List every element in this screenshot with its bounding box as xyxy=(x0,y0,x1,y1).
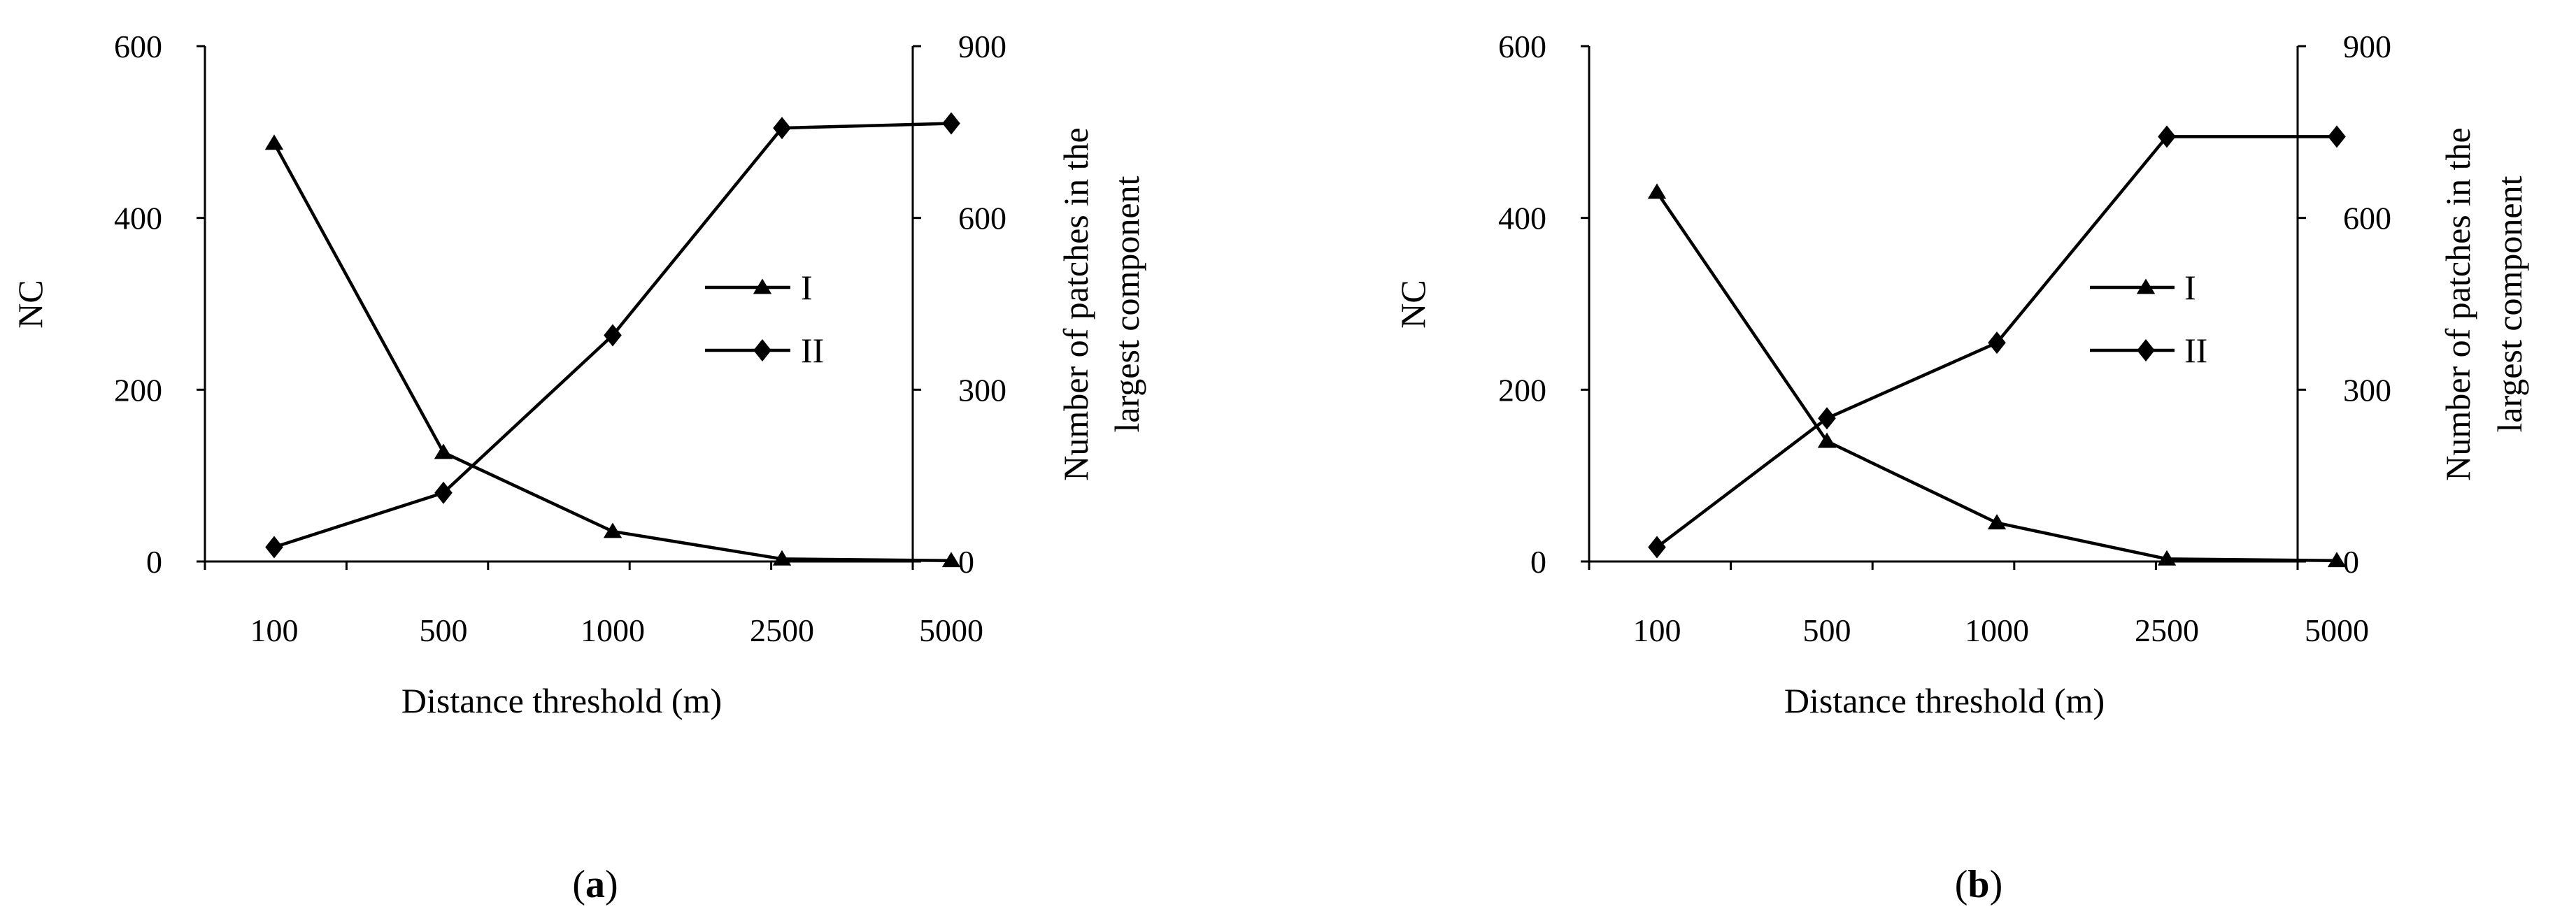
right-y-tick-label: 0 xyxy=(2343,544,2359,580)
right-y-tick-label: 900 xyxy=(2343,29,2391,64)
chart-panel-a: 0 200 400 600 0 300 600 900 100 500 1000 2500 5000 Di… xyxy=(10,29,1146,906)
series-II-point xyxy=(2328,125,2346,148)
panel-caption-letter: b xyxy=(1967,863,1989,906)
right-y-tick-label: 0 xyxy=(958,544,974,580)
legend-label-II: II xyxy=(801,331,824,370)
left-y-tick-label: 600 xyxy=(1498,29,1546,64)
x-tick-label: 2500 xyxy=(2135,613,2199,648)
right-y-axis-title-line2: largest component xyxy=(2490,176,2529,432)
left-y-tick-label: 0 xyxy=(1530,544,1546,580)
legend-label-I: I xyxy=(801,268,813,307)
x-tick-label: 2500 xyxy=(750,613,814,648)
series-II xyxy=(265,112,960,559)
legend-label-II: II xyxy=(2184,331,2207,370)
x-tick-label: 5000 xyxy=(919,613,983,648)
series-II-point xyxy=(1818,407,1836,430)
panel-caption: (b) xyxy=(1955,863,2002,906)
series-I-line xyxy=(273,142,952,563)
x-tick-label: 1000 xyxy=(1965,613,2029,648)
right-y-axis-title-line1: Number of patches in the xyxy=(1056,127,1095,480)
right-y-tick-label: 300 xyxy=(2343,372,2391,408)
series-II-point xyxy=(434,481,453,504)
series-II-point xyxy=(942,112,960,135)
series-I-line xyxy=(1656,191,2337,563)
x-tick-label: 5000 xyxy=(2305,613,2369,648)
series-II xyxy=(1648,125,2346,559)
legend-marker-II xyxy=(2137,339,2155,362)
left-y-tick-label: 200 xyxy=(1498,372,1546,408)
series-I-point xyxy=(2157,550,2177,566)
panel-caption-letter: a xyxy=(585,863,605,906)
series-II-point xyxy=(773,117,791,140)
series-I xyxy=(1647,183,2347,568)
left-y-tick-label: 200 xyxy=(114,372,162,408)
right-y-tick-label: 900 xyxy=(958,29,1006,64)
series-I-point xyxy=(941,552,961,568)
legend-marker-I xyxy=(2136,278,2156,294)
left-y-axis-title: NC xyxy=(10,280,50,328)
right-y-tick-label: 600 xyxy=(2343,201,2391,236)
left-y-tick-label: 0 xyxy=(146,544,162,580)
legend: III xyxy=(2090,268,2207,370)
series-II-point xyxy=(1648,536,1666,559)
x-axis-title: Distance threshold (m) xyxy=(1784,681,2105,720)
panel-caption: (a) xyxy=(572,863,618,906)
left-y-tick-label: 400 xyxy=(114,201,162,236)
series-I-point xyxy=(1987,514,2007,530)
legend-marker-I xyxy=(753,278,772,294)
series-I-point xyxy=(2327,552,2347,568)
series-I-point xyxy=(1647,183,1667,199)
series-II-point xyxy=(604,324,622,347)
series-II-point xyxy=(265,536,283,559)
series-I-point xyxy=(264,134,284,150)
x-tick-label: 100 xyxy=(1633,613,1681,648)
series-II-point xyxy=(2158,125,2176,148)
legend: III xyxy=(705,268,824,370)
series-II-point xyxy=(1988,331,2006,355)
series-I-point xyxy=(772,550,792,566)
right-y-tick-label: 600 xyxy=(958,201,1006,236)
left-y-tick-label: 600 xyxy=(114,29,162,64)
series-I-point xyxy=(603,522,622,538)
x-tick-label: 500 xyxy=(1803,613,1851,648)
chart-panel-b: 0 200 400 600 0 300 600 900 100 500 1000 2500 5000 Di… xyxy=(1393,29,2529,906)
legend-label-I: I xyxy=(2184,268,2196,307)
right-y-axis-title-line1: Number of patches in the xyxy=(2438,127,2477,480)
series-I-point xyxy=(1817,432,1837,448)
series-I xyxy=(264,134,961,568)
right-y-tick-label: 300 xyxy=(958,372,1006,408)
legend-marker-II xyxy=(753,339,771,362)
series-I-point xyxy=(434,443,453,459)
x-tick-label: 100 xyxy=(250,613,299,648)
x-tick-label: 500 xyxy=(420,613,468,648)
x-tick-label: 1000 xyxy=(581,613,645,648)
left-y-tick-label: 400 xyxy=(1498,201,1546,236)
x-axis-title: Distance threshold (m) xyxy=(401,681,722,720)
left-y-axis-title: NC xyxy=(1393,280,1432,328)
right-y-axis-title-line2: largest component xyxy=(1107,176,1146,432)
